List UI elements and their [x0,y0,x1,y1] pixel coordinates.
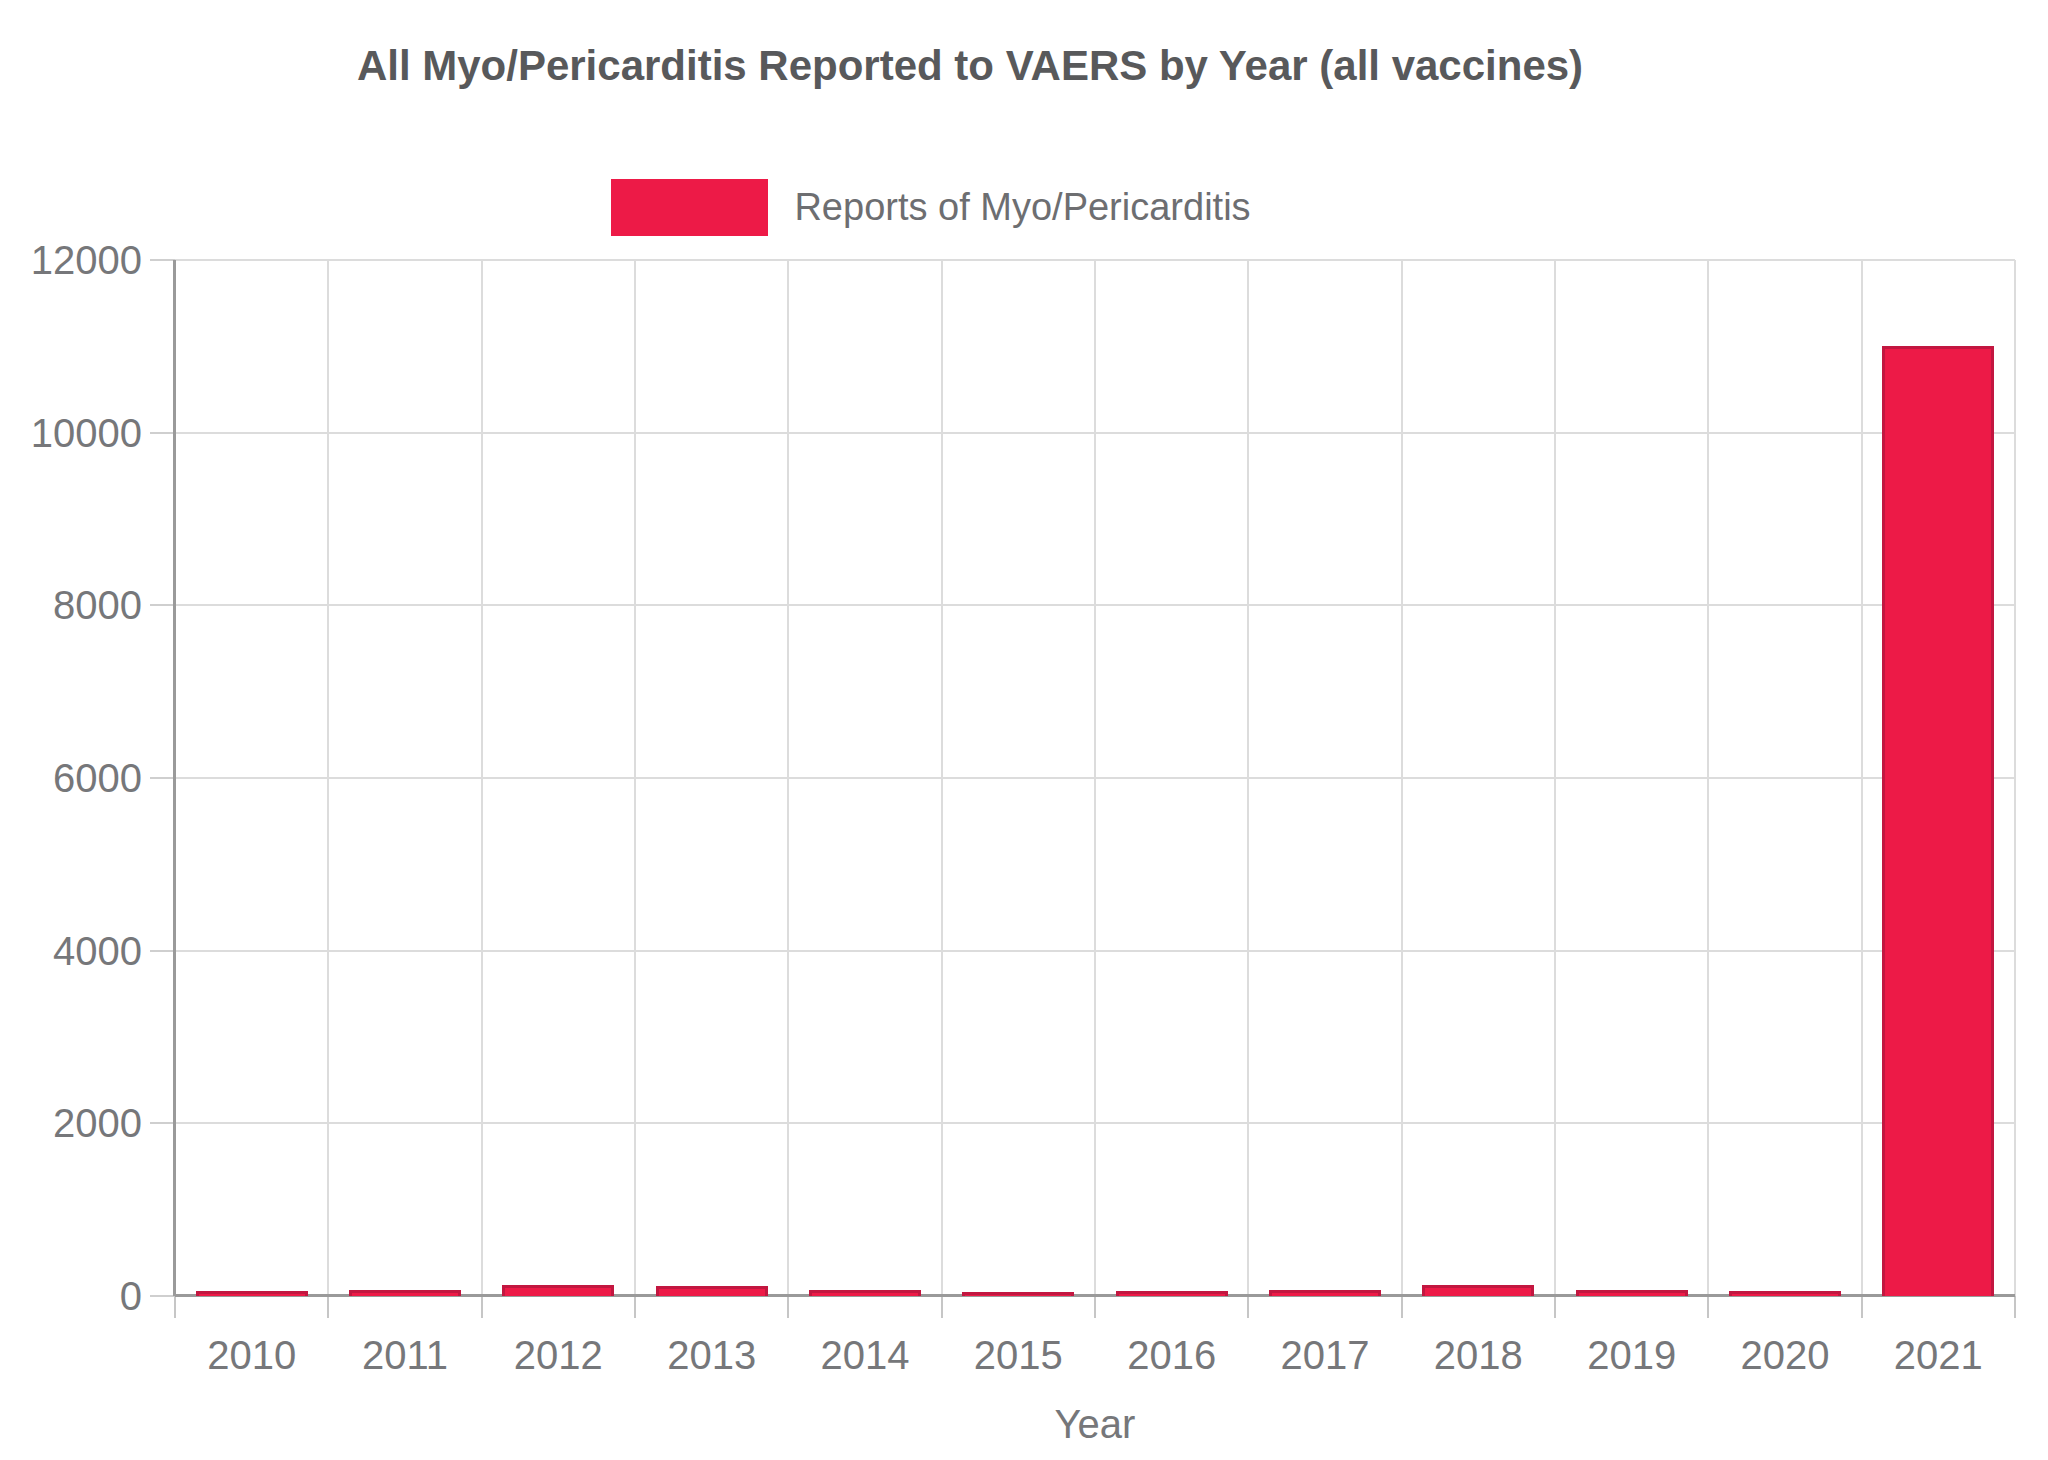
bar-2021 [1882,346,1994,1296]
x-tick-label-2019: 2019 [1587,1332,1676,1378]
y-axis-tick-0 [150,1295,175,1297]
y-tick-label-12000: 12000 [0,237,142,283]
x-tick-label-2014: 2014 [821,1332,910,1378]
x-axis-tick-9 [1554,1296,1556,1318]
y-axis-tick-2000 [150,1122,175,1124]
bar-2018 [1422,1285,1534,1296]
y-axis-tick-12000 [150,259,175,261]
y-tick-label-4000: 4000 [0,928,142,974]
bar-2015 [962,1292,1074,1296]
x-tick-label-2011: 2011 [362,1332,448,1378]
y-axis-tick-8000 [150,604,175,606]
gridline-v-6 [1094,260,1096,1296]
bar-2019 [1576,1290,1688,1296]
x-axis-tick-0 [174,1296,176,1318]
x-tick-label-2017: 2017 [1281,1332,1370,1378]
y-tick-label-2000: 2000 [0,1100,142,1146]
y-tick-label-10000: 10000 [0,410,142,456]
gridline-v-4 [787,260,789,1296]
gridline-v-8 [1401,260,1403,1296]
x-axis-tick-3 [634,1296,636,1318]
bar-2016 [1116,1291,1228,1296]
x-axis-tick-11 [1861,1296,1863,1318]
x-axis-tick-4 [787,1296,789,1318]
y-axis-tick-10000 [150,432,175,434]
gridline-v-9 [1554,260,1556,1296]
x-axis-tick-1 [327,1296,329,1318]
chart-canvas: All Myo/Pericarditis Reported to VAERS b… [0,0,2048,1460]
bar-2012 [502,1285,614,1296]
y-axis-line [173,260,176,1296]
bar-2017 [1269,1290,1381,1296]
gridline-v-11 [1861,260,1863,1296]
gridline-v-7 [1247,260,1249,1296]
bar-2020 [1729,1291,1841,1296]
y-tick-label-8000: 8000 [0,582,142,628]
bar-2014 [809,1290,921,1296]
x-tick-label-2013: 2013 [667,1332,756,1378]
gridline-v-12 [2014,260,2016,1296]
gridline-v-10 [1707,260,1709,1296]
x-axis-title: Year [175,1402,2015,1447]
plot-area: 0 2000 4000 6000 8000 10000 12000 2010 2011 2012 2… [0,0,2048,1460]
x-tick-label-2010: 2010 [207,1332,296,1378]
gridline-v-2 [481,260,483,1296]
x-axis-tick-10 [1707,1296,1709,1318]
x-tick-label-2015: 2015 [974,1332,1063,1378]
x-tick-label-2020: 2020 [1741,1332,1830,1378]
x-axis-tick-12 [2014,1296,2016,1318]
x-axis-tick-8 [1401,1296,1403,1318]
y-tick-label-0: 0 [0,1273,142,1319]
x-axis-tick-2 [481,1296,483,1318]
bar-2010 [196,1291,308,1296]
gridline-v-3 [634,260,636,1296]
x-tick-label-2012: 2012 [514,1332,603,1378]
bar-2011 [349,1290,461,1296]
y-tick-label-6000: 6000 [0,755,142,801]
x-axis-tick-5 [941,1296,943,1318]
gridline-v-5 [941,260,943,1296]
gridline-v-1 [327,260,329,1296]
x-tick-label-2021: 2021 [1894,1332,1983,1378]
y-axis-tick-4000 [150,950,175,952]
x-tick-label-2016: 2016 [1127,1332,1216,1378]
x-tick-label-2018: 2018 [1434,1332,1523,1378]
x-axis-tick-6 [1094,1296,1096,1318]
bar-2013 [656,1286,768,1296]
x-axis-tick-7 [1247,1296,1249,1318]
y-axis-tick-6000 [150,777,175,779]
